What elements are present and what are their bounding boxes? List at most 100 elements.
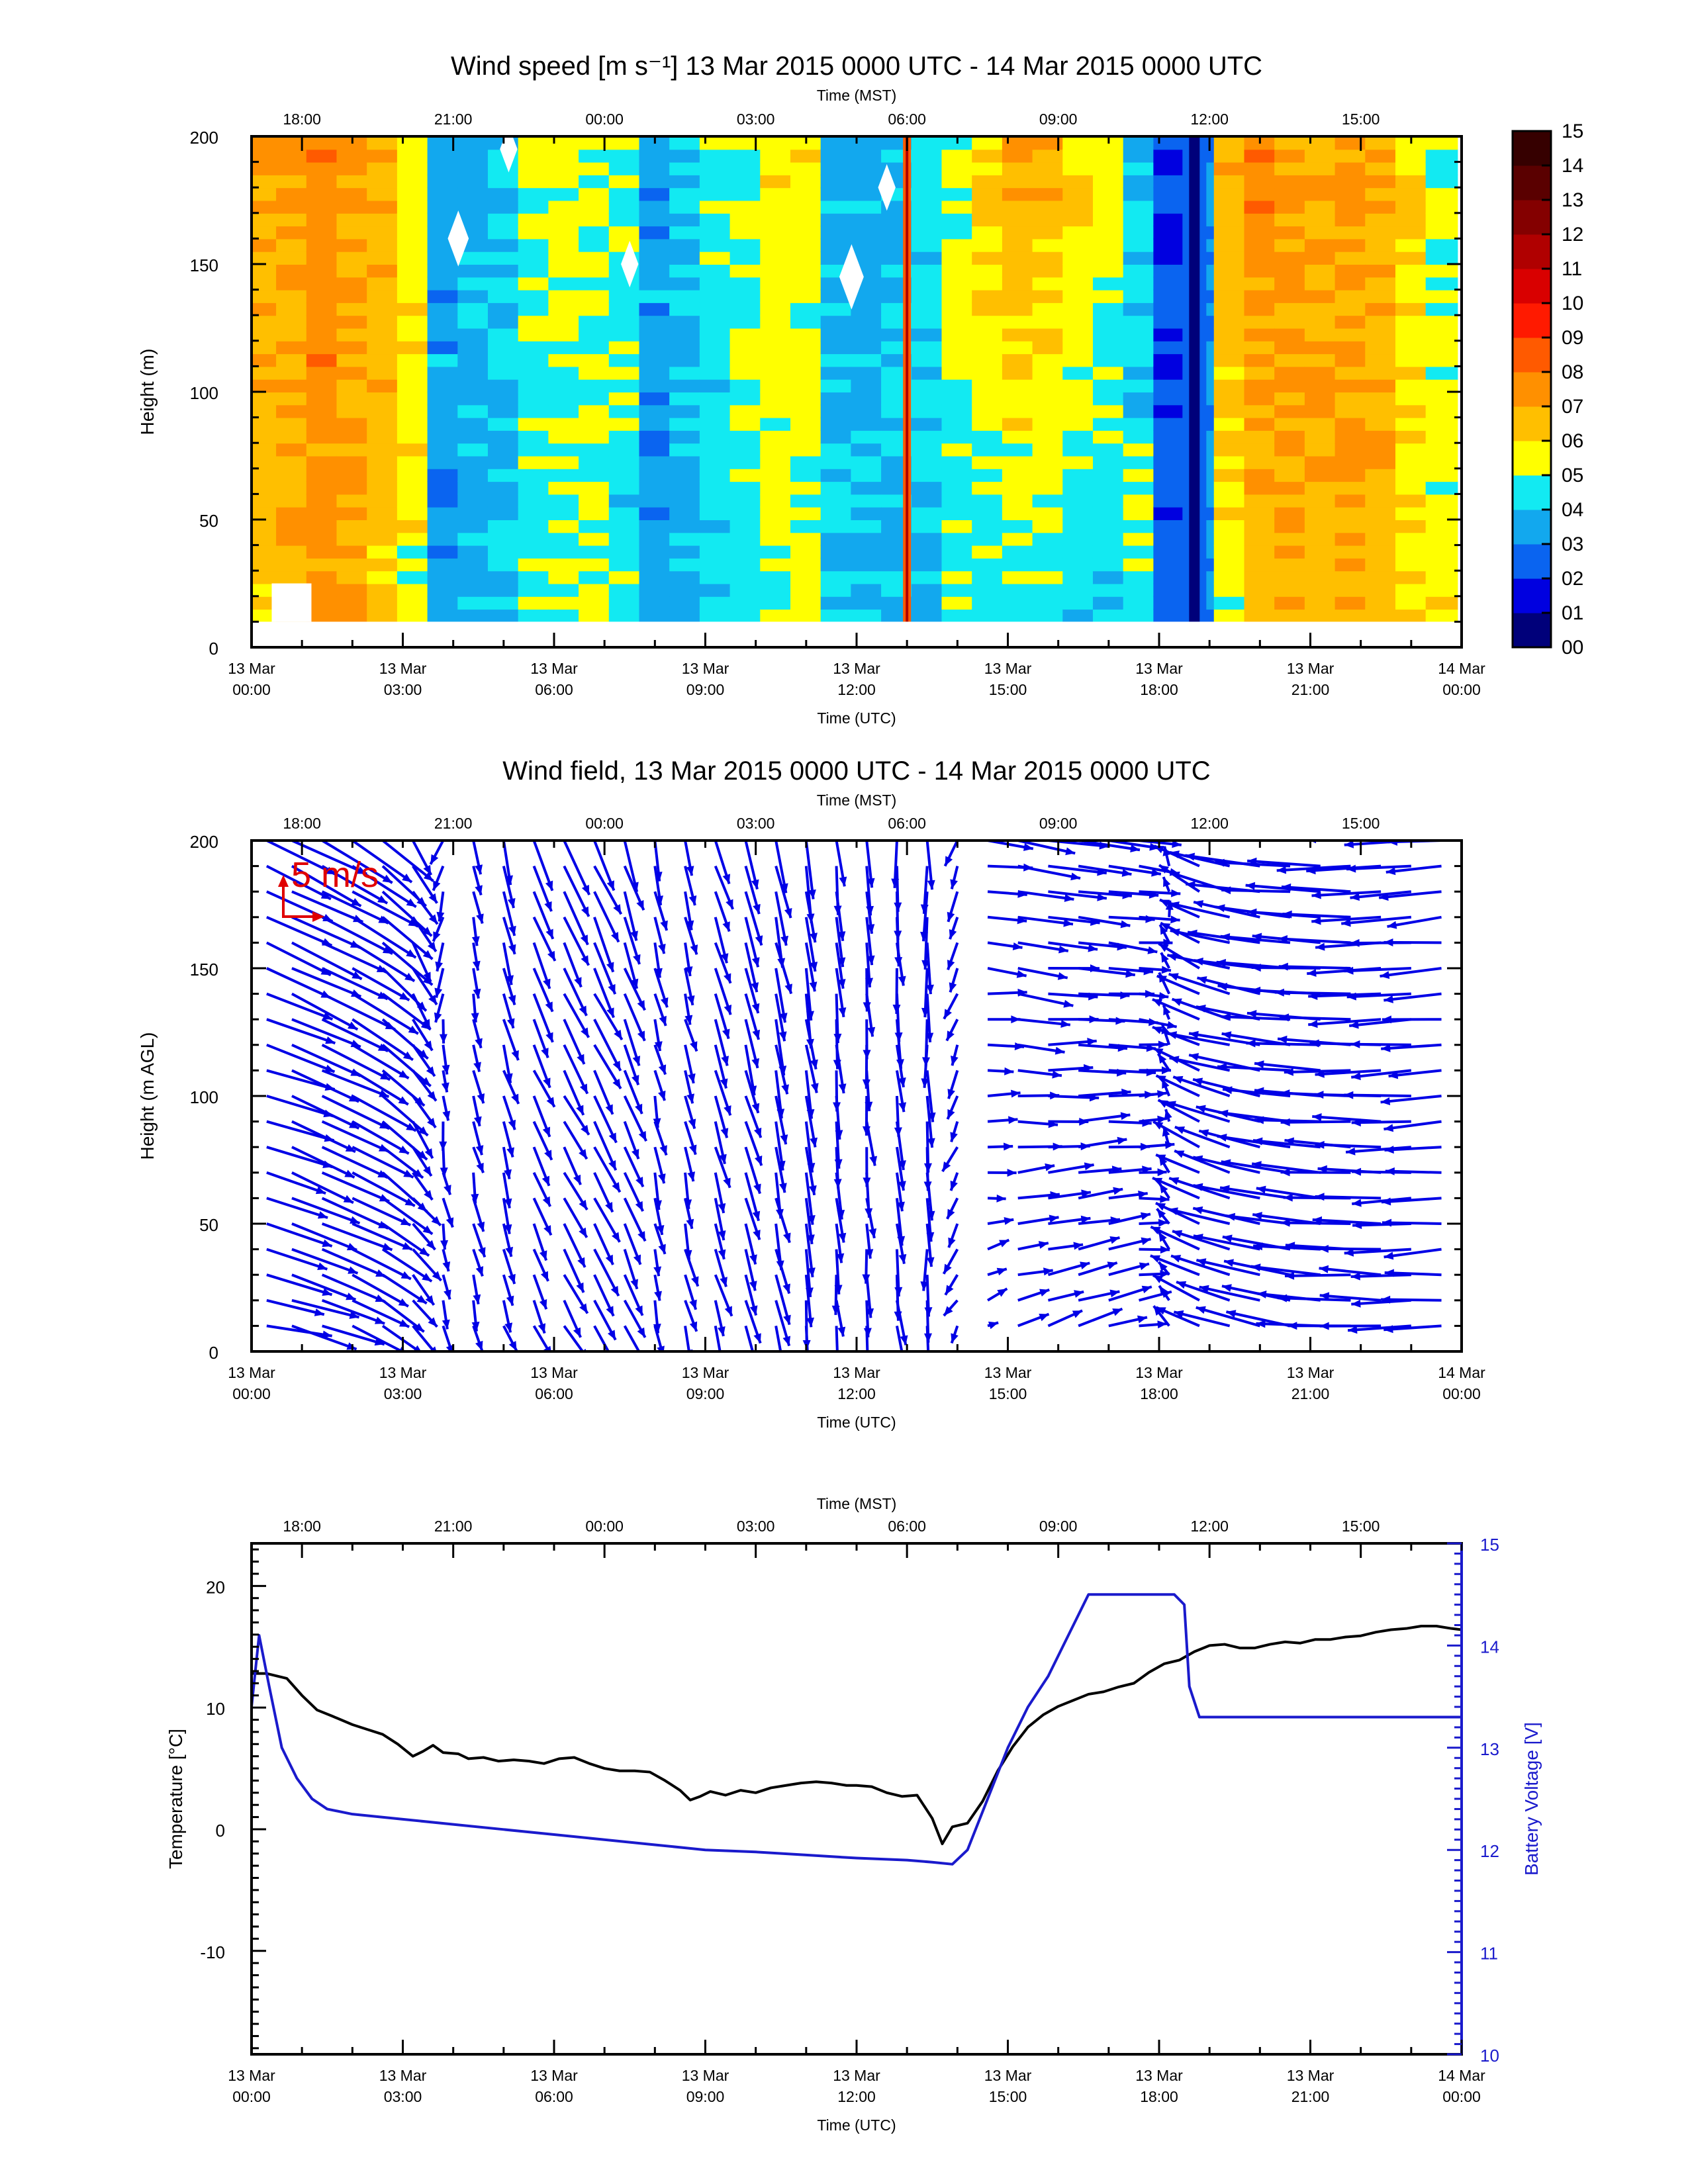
wind-vector — [352, 1146, 414, 1179]
heatmap-cell — [518, 532, 551, 546]
heatmap-cell — [639, 264, 672, 278]
wind-vector — [291, 1043, 361, 1077]
heatmap-cell — [1244, 226, 1277, 240]
heatmap-cell — [820, 443, 853, 457]
wind-vector — [291, 1095, 360, 1130]
heatmap-cell — [1304, 264, 1337, 278]
wind-vector-head — [508, 925, 516, 936]
wind-vector-head — [780, 1134, 788, 1145]
heatmap-cell — [851, 328, 884, 341]
heatmap-cell — [367, 264, 399, 278]
heatmap-cell — [427, 302, 460, 316]
heatmap-cell — [1153, 443, 1186, 457]
heatmap-cell — [427, 136, 460, 150]
wind-vector-head — [726, 899, 733, 909]
heatmap-cell — [1244, 596, 1277, 610]
wind-vector-head — [1171, 889, 1181, 897]
wind-vector-head — [1315, 1140, 1325, 1149]
wind-vector — [381, 992, 432, 1031]
wind-vector-head — [945, 1285, 954, 1295]
heatmap-cell — [760, 174, 792, 189]
heatmap-cell — [336, 366, 369, 380]
heatmap-cell — [1244, 583, 1277, 597]
wind-vector-head — [475, 1266, 484, 1277]
reference-vector: 5 m/s — [278, 855, 379, 922]
heatmap-cell — [608, 340, 641, 355]
wind-vector — [266, 1324, 332, 1338]
wind-vector-head — [324, 1064, 335, 1072]
heatmap-cell — [397, 609, 430, 623]
heatmap-cell — [1153, 226, 1186, 240]
heatmap-cell — [1365, 340, 1397, 355]
heatmap-cell — [1304, 187, 1337, 201]
heatmap-cell — [252, 340, 279, 355]
x2-tick-label: 09:00 — [1039, 815, 1078, 832]
heatmap-cell — [699, 455, 732, 469]
wind-vector-head — [1351, 1167, 1362, 1176]
heatmap-cell — [1425, 520, 1458, 533]
wind-vector-head — [1057, 972, 1068, 980]
wind-vector-head — [413, 1345, 422, 1351]
heatmap-cell — [1425, 174, 1458, 189]
heatmap-cell — [457, 302, 490, 316]
heatmap-cell — [760, 583, 792, 597]
wind-vector-head — [423, 864, 432, 876]
heatmap-cell — [1274, 340, 1307, 355]
heatmap-cell — [1002, 187, 1035, 201]
wind-vector-head — [1158, 1054, 1167, 1064]
x-tick-label: 13 Mar — [530, 1364, 578, 1381]
wind-vector-head — [612, 1078, 621, 1089]
heatmap-cell — [487, 340, 520, 355]
wind-vector-head — [1158, 1100, 1168, 1108]
heatmap-cell — [548, 481, 581, 495]
x2-tick-label: 15:00 — [1342, 111, 1380, 128]
heatmap-cell — [276, 149, 308, 163]
wind-vector-head — [863, 1328, 872, 1338]
wind-vector — [563, 841, 591, 895]
heatmap-cell — [1153, 174, 1186, 189]
wind-vector-head — [656, 1225, 665, 1235]
heatmap-cell — [941, 149, 974, 163]
heatmap-cell — [397, 468, 430, 482]
heatmap-cell — [336, 506, 369, 520]
heatmap-cell — [851, 557, 884, 572]
wind-vector-head — [1225, 1212, 1236, 1221]
heatmap-cell — [306, 570, 339, 584]
wind-vector-head — [1157, 1115, 1167, 1124]
heatmap-cell — [639, 238, 672, 252]
heatmap-cell — [487, 430, 520, 444]
heatmap-cell — [1123, 468, 1156, 482]
wind-vector-head — [1152, 1275, 1164, 1283]
heatmap-cell — [1335, 149, 1368, 163]
wind-vector-head — [374, 1316, 385, 1324]
heatmap-cell — [1062, 366, 1095, 380]
heatmap-cell — [1123, 187, 1156, 201]
heatmap-cell — [1304, 212, 1337, 227]
heatmap-cell — [367, 379, 399, 392]
wind-vector-head — [1250, 986, 1261, 995]
heatmap-cell — [397, 353, 430, 367]
colorbar-swatch — [1513, 510, 1551, 545]
heatmap-cell — [851, 353, 884, 367]
heatmap-cell — [699, 596, 732, 610]
wind-vector-head — [1138, 1190, 1148, 1199]
wind-vector-head — [897, 1236, 906, 1246]
x-tick-label: 18:00 — [1140, 1385, 1178, 1402]
wind-vector-head — [441, 1082, 449, 1093]
wind-vector-head — [749, 1085, 757, 1096]
heatmap-cell — [1244, 366, 1277, 380]
colorbar-swatch — [1513, 475, 1551, 510]
temperature-battery-lines — [252, 1593, 1462, 1866]
heatmap-cell — [579, 212, 611, 227]
heatmap-cell — [1213, 264, 1246, 278]
heatmap-cell — [367, 174, 399, 189]
heatmap-cell — [729, 455, 763, 469]
heatmap-cell — [397, 302, 430, 316]
heatmap-cell — [518, 226, 551, 240]
heatmap-cell — [518, 149, 551, 163]
heatmap-cell — [1244, 532, 1277, 546]
wind-vector-head — [1344, 966, 1354, 975]
heatmap-cell — [1062, 226, 1095, 240]
heatmap-cell — [397, 583, 430, 597]
heatmap-cell — [1032, 353, 1065, 367]
